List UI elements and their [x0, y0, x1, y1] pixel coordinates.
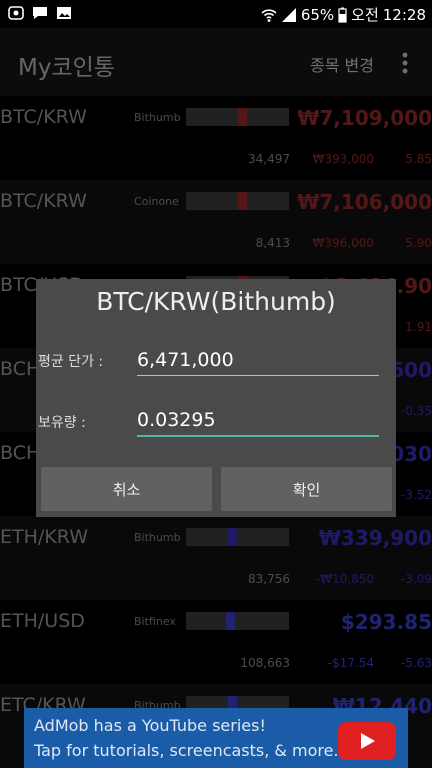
- range-bar: [186, 192, 289, 210]
- ad-line-1: AdMob has a YouTube series!: [34, 716, 266, 735]
- range-marker: [238, 108, 247, 126]
- pair-label: ETH/USD: [0, 610, 85, 632]
- change-percent: 5.85: [405, 152, 432, 166]
- avg-price-label: 평균 단가 :: [38, 354, 104, 370]
- ad-line-2: Tap for tutorials, screencasts, & more.: [34, 741, 339, 760]
- volume: 34,497: [248, 152, 290, 166]
- change: ₩393,000: [312, 152, 375, 166]
- range-bar: [186, 612, 289, 630]
- range-marker: [228, 528, 237, 546]
- change-percent: -3.09: [400, 572, 432, 586]
- change: -₩10,850: [315, 572, 374, 586]
- range-marker: [238, 192, 247, 210]
- exchange-label: Coinone: [134, 195, 179, 208]
- exchange-label: Bitfinex: [134, 615, 176, 628]
- range-bar: [186, 108, 289, 126]
- youtube-play-icon[interactable]: [338, 722, 396, 760]
- price: ₩339,900: [318, 526, 432, 550]
- range-marker: [226, 612, 235, 630]
- quantity-label: 보유량 :: [38, 415, 86, 431]
- coin-row[interactable]: BTC/KRW Bithumb ₩7,109,000 34,497 ₩393,0…: [0, 96, 432, 180]
- exchange-label: Bithumb: [134, 531, 181, 544]
- avg-price-input[interactable]: [137, 345, 379, 376]
- battery-icon: [338, 7, 347, 23]
- holding-edit-dialog: BTC/KRW(Bithumb) 평균 단가 : 보유량 : 취소 확인: [36, 279, 396, 517]
- change: ₩396,000: [312, 236, 375, 250]
- change-coin-button[interactable]: 종목 변경: [310, 56, 374, 75]
- message-icon: [32, 5, 48, 21]
- pair-label: ETH/KRW: [0, 526, 88, 548]
- volume: 8,413: [255, 236, 290, 250]
- more-options-icon[interactable]: [398, 50, 412, 78]
- range-marker: [228, 696, 237, 714]
- app-notification-icon: [8, 5, 24, 21]
- battery-percent: 65%: [300, 5, 335, 24]
- change: -$17.54: [327, 656, 374, 670]
- change-percent: -3.52: [400, 488, 432, 502]
- volume: 108,663: [240, 656, 290, 670]
- price: ₩7,106,000: [297, 190, 432, 214]
- pair-label: BTC/KRW: [0, 106, 87, 128]
- price: $293.85: [340, 610, 432, 634]
- quantity-input[interactable]: [137, 405, 379, 437]
- volume: 83,756: [248, 572, 290, 586]
- app-title: My코인통: [18, 55, 115, 81]
- clock-ampm: 오전: [351, 6, 379, 24]
- change-percent: -5.63: [400, 656, 432, 670]
- pair-label: BTC/KRW: [0, 190, 87, 212]
- ad-banner[interactable]: AdMob has a YouTube series! Tap for tuto…: [24, 708, 408, 768]
- coin-row[interactable]: BTC/KRW Coinone ₩7,106,000 8,413 ₩396,00…: [0, 180, 432, 264]
- coin-row[interactable]: ETH/USD Bitfinex $293.85 108,663 -$17.54…: [0, 600, 432, 684]
- price: ₩7,109,000: [297, 106, 432, 130]
- confirm-button[interactable]: 확인: [221, 467, 392, 511]
- change-percent: 5.90: [405, 236, 432, 250]
- change-percent: 1.91: [405, 320, 432, 334]
- status-bar: 65% 오전 12:28: [0, 0, 432, 28]
- exchange-label: Bithumb: [134, 111, 181, 124]
- wifi-icon: [261, 7, 277, 23]
- dialog-title: BTC/KRW(Bithumb): [96, 287, 336, 316]
- clock-time: 12:28: [382, 5, 426, 24]
- change-percent: -0.35: [400, 404, 432, 418]
- range-bar: [186, 528, 289, 546]
- coin-row[interactable]: ETH/KRW Bithumb ₩339,900 83,756 -₩10,850…: [0, 516, 432, 600]
- signal-icon: [281, 7, 297, 23]
- app-bar: My코인통 종목 변경: [0, 28, 432, 96]
- cancel-button[interactable]: 취소: [41, 467, 212, 511]
- image-icon: [56, 5, 72, 21]
